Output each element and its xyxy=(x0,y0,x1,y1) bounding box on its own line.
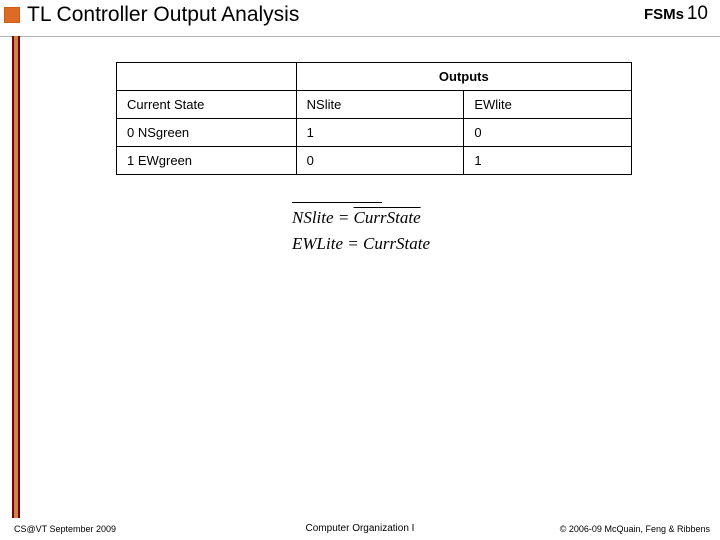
table-row: 0 NSgreen 1 0 xyxy=(117,119,632,147)
page-title: TL Controller Output Analysis xyxy=(27,3,299,27)
footer-right: © 2006-09 McQuain, Feng & Ribbens xyxy=(560,524,710,534)
table-cell: 0 xyxy=(296,147,464,175)
equations-block: NSlite = CurrState EWLite = CurrState xyxy=(292,202,430,258)
left-rail-inner xyxy=(14,36,18,518)
table-cell: 1 xyxy=(296,119,464,147)
table-row: Current State NSlite EWlite xyxy=(117,91,632,119)
table-cell: 1 EWgreen xyxy=(117,147,297,175)
equation-line: EWLite = CurrState xyxy=(292,231,430,257)
equation-rhs: CurrState xyxy=(354,208,421,227)
equals-sign: = xyxy=(347,234,363,253)
table-row: 1 EWgreen 0 1 xyxy=(117,147,632,175)
section-tag: FSMs xyxy=(644,6,684,23)
table-row: Outputs xyxy=(117,63,632,91)
equation-rhs: CurrState xyxy=(363,234,430,253)
slide: TL Controller Output Analysis FSMs 10 Ou… xyxy=(0,0,720,540)
equals-sign: = xyxy=(338,208,354,227)
content-area: Outputs Current State NSlite EWlite 0 NS… xyxy=(116,62,632,175)
title-bullet-icon xyxy=(4,7,20,23)
col-header-current-state: Current State xyxy=(117,91,297,119)
equation-line: NSlite = CurrState xyxy=(292,205,430,231)
outputs-table: Outputs Current State NSlite EWlite 0 NS… xyxy=(116,62,632,175)
col-header-nslite: NSlite xyxy=(296,91,464,119)
col-header-ewlite: EWlite xyxy=(464,91,632,119)
table-cell: 0 xyxy=(464,119,632,147)
equation-lhs: EWLite xyxy=(292,234,343,253)
header-rule xyxy=(0,36,720,37)
equation-lhs: NSlite xyxy=(292,208,334,227)
table-cell: 0 NSgreen xyxy=(117,119,297,147)
table-empty-header xyxy=(117,63,297,91)
equations-top-rule xyxy=(292,202,382,203)
table-cell: 1 xyxy=(464,147,632,175)
page-number: 10 xyxy=(687,3,708,25)
outputs-span-header: Outputs xyxy=(296,63,631,91)
